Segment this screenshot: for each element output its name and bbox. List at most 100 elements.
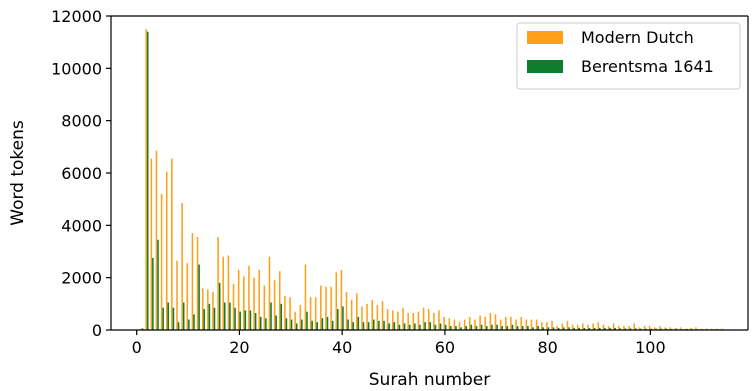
bar-modern-dutch-surah-41 [346, 292, 348, 330]
bar-berentsma-1641-surah-16 [219, 283, 221, 330]
bar-berentsma-1641-surah-35 [316, 322, 318, 330]
bar-modern-dutch-surah-49 [387, 309, 389, 330]
bar-modern-dutch-surah-68 [484, 317, 486, 330]
bar-berentsma-1641-surah-50 [394, 322, 396, 330]
bar-modern-dutch-surah-16 [217, 237, 219, 330]
bar-berentsma-1641-surah-17 [224, 303, 226, 330]
bar-modern-dutch-surah-57 [428, 309, 430, 330]
bar-berentsma-1641-surah-55 [419, 325, 421, 330]
bar-modern-dutch-surah-9 [181, 203, 183, 330]
bar-berentsma-1641-surah-20 [239, 312, 241, 330]
bar-berentsma-1641-surah-27 [275, 316, 277, 330]
bar-berentsma-1641-surah-56 [424, 322, 426, 330]
bar-berentsma-1641-surah-73 [512, 325, 514, 330]
bar-berentsma-1641-surah-9 [183, 303, 185, 330]
y-tick-label-6000: 6000 [61, 164, 102, 183]
bar-modern-dutch-surah-93 [613, 323, 615, 330]
x-tick-label-100: 100 [635, 338, 666, 357]
bar-modern-dutch-surah-53 [407, 313, 409, 330]
bar-modern-dutch-surah-51 [397, 312, 399, 330]
bar-modern-dutch-surah-20 [238, 270, 240, 330]
bar-modern-dutch-surah-33 [305, 265, 307, 330]
bar-berentsma-1641-surah-41 [347, 320, 349, 330]
bar-modern-dutch-surah-75 [520, 317, 522, 330]
bar-modern-dutch-surah-48 [382, 301, 384, 330]
x-tick-label-40: 40 [332, 338, 352, 357]
bar-modern-dutch-surah-97 [633, 323, 635, 330]
bar-modern-dutch-surah-63 [459, 322, 461, 330]
x-tick-label-60: 60 [435, 338, 455, 357]
bar-modern-dutch-surah-44 [361, 306, 363, 330]
bar-berentsma-1641-surah-12 [198, 265, 200, 330]
bar-modern-dutch-surah-67 [479, 316, 481, 330]
bar-modern-dutch-surah-27 [274, 280, 276, 330]
bar-modern-dutch-surah-7 [171, 159, 173, 330]
bar-modern-dutch-surah-35 [315, 297, 317, 330]
bar-modern-dutch-surah-71 [500, 320, 502, 330]
bar-berentsma-1641-surah-18 [229, 303, 231, 330]
bar-modern-dutch-surah-13 [202, 288, 204, 330]
bar-modern-dutch-surah-58 [433, 313, 435, 330]
bar-modern-dutch-surah-90 [597, 322, 599, 330]
bar-berentsma-1641-surah-31 [296, 323, 298, 330]
bar-berentsma-1641-surah-29 [286, 318, 288, 330]
bar-modern-dutch-surah-22 [248, 266, 250, 330]
bar-berentsma-1641-surah-24 [260, 317, 262, 330]
bar-modern-dutch-surah-42 [351, 300, 353, 330]
bar-berentsma-1641-surah-52 [404, 323, 406, 330]
bar-modern-dutch-surah-73 [510, 317, 512, 330]
bar-modern-dutch-surah-62 [454, 320, 456, 330]
bar-berentsma-1641-surah-53 [409, 325, 411, 330]
bar-berentsma-1641-surah-7 [173, 308, 175, 330]
bar-modern-dutch-surah-74 [515, 320, 517, 330]
bar-modern-dutch-surah-19 [233, 284, 235, 330]
bar-berentsma-1641-surah-26 [270, 303, 272, 330]
bar-berentsma-1641-surah-10 [188, 320, 190, 330]
bar-modern-dutch-surah-2 [145, 29, 147, 330]
bar-modern-dutch-surah-65 [469, 317, 471, 330]
y-tick-label-12000: 12000 [51, 7, 102, 26]
bar-berentsma-1641-surah-38 [332, 321, 334, 330]
bar-modern-dutch-surah-64 [464, 320, 466, 330]
bar-modern-dutch-surah-89 [592, 323, 594, 330]
y-axis-label: Word tokens [8, 120, 28, 226]
bar-modern-dutch-surah-79 [541, 322, 543, 330]
bar-berentsma-1641-surah-49 [388, 323, 390, 330]
bar-modern-dutch-surah-87 [582, 323, 584, 330]
bar-modern-dutch-surah-72 [505, 317, 507, 330]
x-axis-label: Surah number [369, 370, 491, 390]
bar-berentsma-1641-surah-67 [481, 325, 483, 330]
bar-berentsma-1641-surah-19 [234, 308, 236, 330]
bar-berentsma-1641-surah-5 [162, 308, 164, 330]
bar-berentsma-1641-surah-30 [291, 320, 293, 330]
legend-swatch-berentsma-1641 [527, 60, 563, 73]
bar-modern-dutch-surah-28 [279, 271, 281, 330]
bar-modern-dutch-surah-15 [212, 292, 214, 330]
bar-modern-dutch-surah-78 [536, 320, 538, 330]
y-tick-label-10000: 10000 [51, 59, 102, 78]
bar-berentsma-1641-surah-23 [255, 313, 257, 330]
bar-modern-dutch-surah-80 [546, 322, 548, 330]
bar-berentsma-1641-surah-21 [245, 310, 247, 330]
bar-modern-dutch-surah-30 [289, 297, 291, 330]
bar-berentsma-1641-surah-4 [157, 240, 159, 330]
bar-modern-dutch-surah-59 [438, 310, 440, 330]
bar-berentsma-1641-surah-36 [322, 318, 324, 330]
x-tick-label-80: 80 [537, 338, 557, 357]
bar-modern-dutch-surah-56 [423, 308, 425, 330]
bar-modern-dutch-surah-76 [526, 320, 528, 330]
bar-modern-dutch-surah-52 [402, 308, 404, 330]
bar-berentsma-1641-surah-65 [471, 325, 473, 330]
bar-berentsma-1641-surah-45 [368, 322, 370, 330]
bar-berentsma-1641-surah-34 [311, 321, 313, 330]
bar-berentsma-1641-surah-46 [373, 320, 375, 330]
bar-modern-dutch-surah-24 [258, 270, 260, 330]
bar-berentsma-1641-surah-47 [378, 321, 380, 330]
bar-berentsma-1641-surah-15 [214, 308, 216, 330]
bar-berentsma-1641-surah-37 [327, 317, 329, 330]
bar-modern-dutch-surah-86 [577, 325, 579, 330]
bar-berentsma-1641-surah-14 [209, 304, 211, 330]
bar-modern-dutch-surah-11 [192, 233, 194, 330]
bar-berentsma-1641-surah-22 [250, 310, 252, 330]
bar-modern-dutch-surah-40 [341, 270, 343, 330]
